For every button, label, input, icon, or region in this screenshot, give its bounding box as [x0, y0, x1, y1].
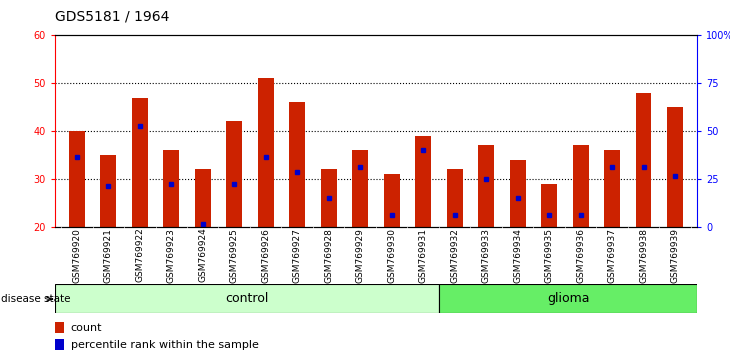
Text: disease state: disease state	[1, 294, 71, 304]
Text: GSM769933: GSM769933	[482, 228, 491, 283]
Text: GSM769939: GSM769939	[671, 228, 680, 283]
Text: GSM769922: GSM769922	[135, 228, 145, 282]
Bar	[226, 121, 242, 227]
Bar	[604, 150, 620, 227]
Bar	[195, 169, 211, 227]
Text: GSM769935: GSM769935	[545, 228, 553, 283]
Text: GSM769932: GSM769932	[450, 228, 459, 282]
Bar	[353, 150, 368, 227]
Bar	[415, 136, 431, 227]
Text: GSM769921: GSM769921	[104, 228, 112, 282]
Text: control: control	[225, 292, 269, 305]
Bar	[258, 78, 274, 227]
Bar	[132, 97, 147, 227]
Bar	[55, 284, 439, 313]
Text: count: count	[71, 323, 102, 333]
Bar	[289, 102, 305, 227]
Text: GSM769927: GSM769927	[293, 228, 301, 282]
Text: GSM769929: GSM769929	[356, 228, 365, 282]
Bar	[55, 322, 64, 333]
Text: GSM769934: GSM769934	[513, 228, 522, 282]
Text: GSM769938: GSM769938	[639, 228, 648, 283]
Bar	[573, 145, 588, 227]
Text: GDS5181 / 1964: GDS5181 / 1964	[55, 9, 169, 23]
Bar	[55, 339, 64, 350]
Bar	[69, 131, 85, 227]
Text: percentile rank within the sample: percentile rank within the sample	[71, 340, 258, 350]
Bar	[101, 155, 116, 227]
Bar	[384, 174, 399, 227]
Bar	[541, 183, 557, 227]
Text: GSM769924: GSM769924	[199, 228, 207, 282]
Bar	[510, 160, 526, 227]
Bar	[164, 150, 179, 227]
Text: GSM769930: GSM769930	[387, 228, 396, 283]
Bar	[439, 284, 697, 313]
Text: GSM769925: GSM769925	[230, 228, 239, 282]
Text: GSM769923: GSM769923	[166, 228, 176, 282]
Text: GSM769926: GSM769926	[261, 228, 270, 282]
Bar	[447, 169, 463, 227]
Bar	[478, 145, 494, 227]
Bar	[667, 107, 683, 227]
Text: GSM769928: GSM769928	[324, 228, 333, 282]
Bar	[636, 93, 651, 227]
Text: GSM769920: GSM769920	[72, 228, 81, 282]
Text: GSM769931: GSM769931	[419, 228, 428, 283]
Bar	[321, 169, 337, 227]
Text: GSM769936: GSM769936	[576, 228, 585, 283]
Text: glioma: glioma	[547, 292, 589, 305]
Text: GSM769937: GSM769937	[607, 228, 617, 283]
